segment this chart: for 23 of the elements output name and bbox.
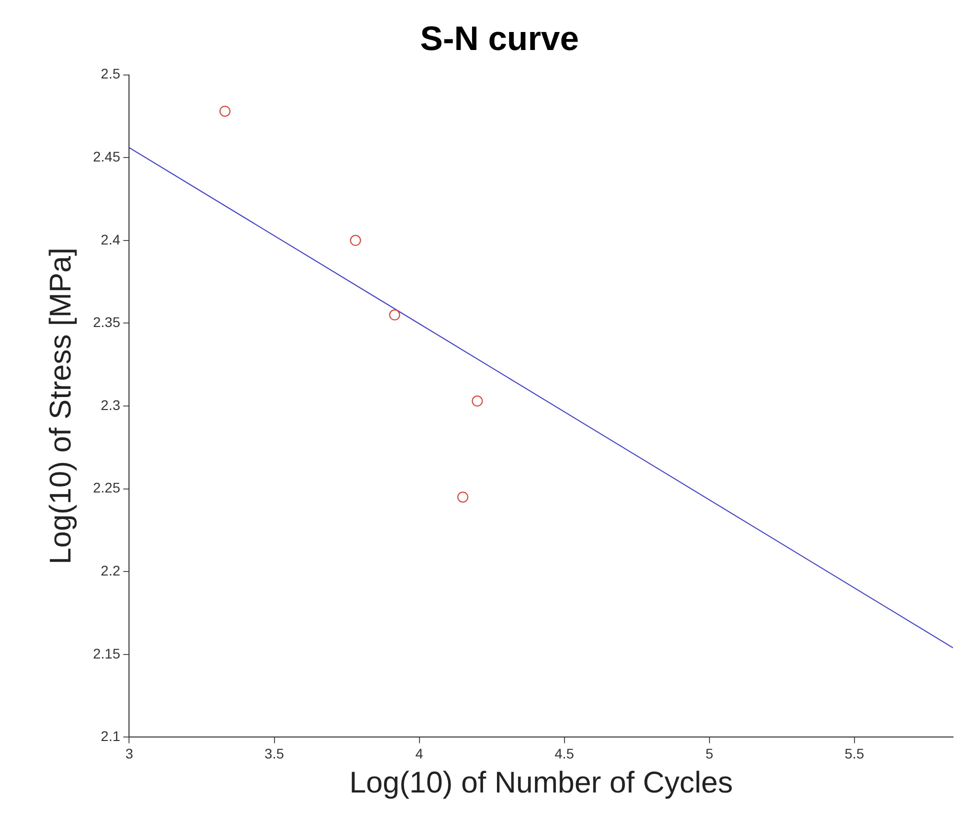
x-tick-label: 5 [705,745,714,762]
y-tick-label: 2.45 [93,148,120,164]
y-tick-label: 2.4 [100,231,120,248]
point [389,309,400,320]
y-tick-label: 2.1 [100,728,120,744]
point [350,234,361,246]
y-tick-label: 2.3 [100,396,120,413]
x-tick-label: 5.5 [844,745,864,762]
chart-title: S-N curve [420,20,579,58]
point [472,396,483,407]
x-axis-title: Log(10) of Number of Cycles [349,766,733,800]
y-tick-label: 2.25 [93,480,120,496]
y-tick-label: 2.35 [93,314,120,330]
x-tick-label: 3 [125,745,134,762]
point [219,106,230,117]
y-tick-label: 2.15 [93,645,120,662]
point [457,492,468,503]
y-tick-label: 2.2 [100,562,120,578]
x-tick-label: 3.5 [264,745,284,762]
y-tick-label: 2.5 [100,66,120,82]
y-axis-title: Log(10) of Stress [MPa] [44,248,78,564]
x-tick-label: 4.5 [554,745,574,762]
x-tick-label: 4 [415,745,424,762]
